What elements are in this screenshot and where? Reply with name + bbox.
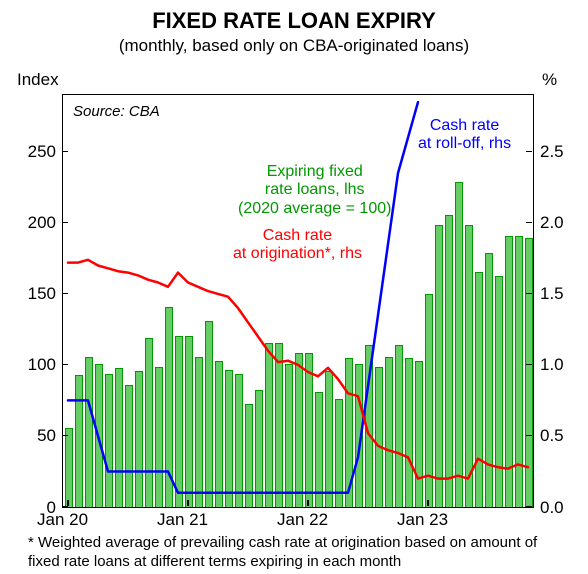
chart-subtitle: (monthly, based only on CBA-originated l… [0,36,588,56]
footnote: * Weighted average of prevailing cash ra… [28,534,568,572]
x-tick-label: Jan 22 [277,510,357,530]
plot-area: Source: CBA Expiring fixedrate loans, lh… [62,94,534,508]
left-tick-label: 150 [28,284,56,304]
annotation-line: at origination*, rhs [233,245,362,263]
source-label: Source: CBA [73,103,160,120]
right-tick-label: 2.5 [540,142,564,162]
chart-title: FIXED RATE LOAN EXPIRY [0,8,588,34]
left-tick-label: 250 [28,142,56,162]
left-tick-label: 100 [28,355,56,375]
annotation-line: (2020 average = 100) [238,200,391,218]
right-axis-title: % [542,70,557,90]
left-tick-label: 50 [37,426,56,446]
annotation-rolloff: Cash rateat roll-off, rhs [418,117,511,154]
left-axis-title: Index [17,70,59,90]
right-tick-label: 1.0 [540,355,564,375]
annotation-line: Cash rate [233,227,362,245]
x-tick-label: Jan 20 [37,510,117,530]
right-tick-label: 0.5 [540,426,564,446]
x-tick-label: Jan 23 [397,510,477,530]
annotation-line: rate loans, lhs [238,181,391,199]
right-tick-label: 0.0 [540,498,564,518]
annotation-line: Cash rate [418,117,511,135]
annotation-bars: Expiring fixedrate loans, lhs(2020 avera… [238,163,391,218]
x-tick-label: Jan 21 [157,510,237,530]
lines-layer [63,95,533,507]
annotation-line: Expiring fixed [238,163,391,181]
annotation-origination: Cash rateat origination*, rhs [233,227,362,264]
right-tick-label: 1.5 [540,284,564,304]
right-tick-label: 2.0 [540,213,564,233]
annotation-line: at roll-off, rhs [418,135,511,153]
chart-container: { "title": "FIXED RATE LOAN EXPIRY", "su… [0,0,588,574]
left-tick-label: 200 [28,213,56,233]
